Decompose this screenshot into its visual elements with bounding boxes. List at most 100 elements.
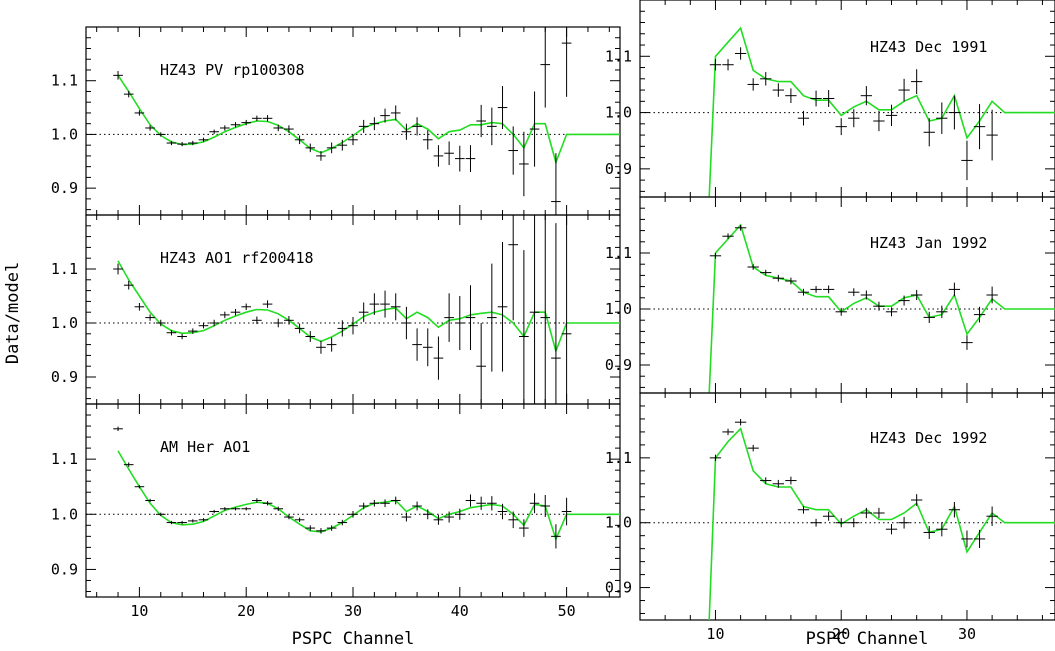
data-point xyxy=(734,47,747,60)
model-curve xyxy=(117,74,620,165)
data-point xyxy=(305,525,316,531)
data-point xyxy=(177,141,187,147)
data-point xyxy=(785,277,797,285)
panel-title: HZ43 PV rp100308 xyxy=(160,61,305,79)
data-point xyxy=(262,115,273,122)
data-point xyxy=(241,507,252,511)
panel-frame xyxy=(85,403,621,598)
data-point xyxy=(519,519,529,537)
data-point xyxy=(885,104,898,127)
data-point xyxy=(401,306,412,340)
data-point xyxy=(284,125,294,133)
data-point xyxy=(487,263,497,372)
data-point xyxy=(848,109,860,128)
data-point xyxy=(465,285,476,350)
panel-frame xyxy=(639,0,1055,198)
data-point xyxy=(561,497,572,526)
x-axis-label-right: PSPC Channel xyxy=(806,629,929,647)
data-point xyxy=(508,126,519,175)
data-point xyxy=(209,319,219,327)
data-point xyxy=(273,318,284,328)
data-point xyxy=(772,479,784,488)
data-point xyxy=(898,78,910,102)
data-point xyxy=(734,225,747,231)
data-point xyxy=(187,328,198,334)
data-point xyxy=(973,104,986,150)
data-point xyxy=(198,137,209,142)
data-point xyxy=(986,286,998,304)
data-point xyxy=(422,328,433,367)
data-point xyxy=(810,518,822,527)
data-point xyxy=(529,215,540,404)
data-point xyxy=(252,498,262,503)
data-point xyxy=(433,336,444,380)
data-point xyxy=(923,118,935,147)
y-tick-label: 0.9 xyxy=(605,579,632,597)
data-point xyxy=(848,288,860,297)
y-tick-label: 1.1 xyxy=(51,72,78,90)
data-point xyxy=(797,505,810,514)
data-point xyxy=(187,519,198,523)
data-point xyxy=(113,426,123,432)
data-point xyxy=(284,315,294,325)
data-point xyxy=(529,91,540,167)
x-tick-label: 50 xyxy=(558,602,576,620)
data-point xyxy=(155,319,166,327)
data-point xyxy=(722,59,734,71)
data-point xyxy=(326,337,337,352)
data-point xyxy=(948,501,961,518)
data-point xyxy=(797,288,810,296)
data-point xyxy=(911,289,923,301)
data-point xyxy=(134,303,145,311)
data-point xyxy=(177,520,187,525)
model-curve xyxy=(708,427,1055,621)
panel-1: 0.9 1.0 1.1 HZ43 PV rp100308 xyxy=(51,26,621,216)
data-point xyxy=(145,125,155,131)
data-point xyxy=(422,130,433,150)
panel-2: 0.9 1.0 1.1 HZ43 AO1 rf200418 xyxy=(51,214,621,405)
data-point xyxy=(860,507,873,519)
data-point xyxy=(348,134,358,146)
data-point xyxy=(155,132,166,137)
data-point xyxy=(166,330,177,336)
data-point xyxy=(316,151,326,161)
data-point xyxy=(835,118,847,136)
data-point xyxy=(444,293,454,342)
data-point xyxy=(476,104,486,138)
data-point xyxy=(747,78,759,91)
data-point xyxy=(209,129,219,134)
data-point xyxy=(936,522,948,537)
data-point xyxy=(709,454,722,462)
x-tick-label: 30 xyxy=(958,625,976,643)
data-point xyxy=(497,242,508,372)
y-tick-label: 0.9 xyxy=(605,356,632,374)
data-point xyxy=(961,335,973,350)
data-point xyxy=(198,518,209,522)
data-point xyxy=(220,311,230,319)
data-point xyxy=(284,514,294,520)
data-point xyxy=(401,123,412,140)
panel-frame xyxy=(85,214,621,405)
data-point xyxy=(369,117,380,131)
data-point xyxy=(316,340,326,354)
y-tick-label: 1.0 xyxy=(51,125,78,143)
data-point xyxy=(145,498,155,503)
data-point xyxy=(873,110,885,132)
data-point xyxy=(337,139,348,151)
y-tick-label: 1.0 xyxy=(51,314,78,332)
data-point xyxy=(166,140,177,146)
data-point xyxy=(412,328,422,361)
data-point xyxy=(123,90,134,98)
data-point xyxy=(380,108,390,123)
data-point xyxy=(873,507,885,519)
y-tick-label: 1.0 xyxy=(605,300,632,318)
y-tick-label: 1.1 xyxy=(605,449,632,467)
y-tick-label: 1.0 xyxy=(605,514,632,532)
data-point xyxy=(519,250,529,404)
data-point xyxy=(760,72,772,86)
data-point xyxy=(465,494,476,507)
data-point xyxy=(948,95,961,130)
data-point xyxy=(973,306,986,323)
data-point xyxy=(551,223,561,404)
data-point xyxy=(822,285,835,294)
